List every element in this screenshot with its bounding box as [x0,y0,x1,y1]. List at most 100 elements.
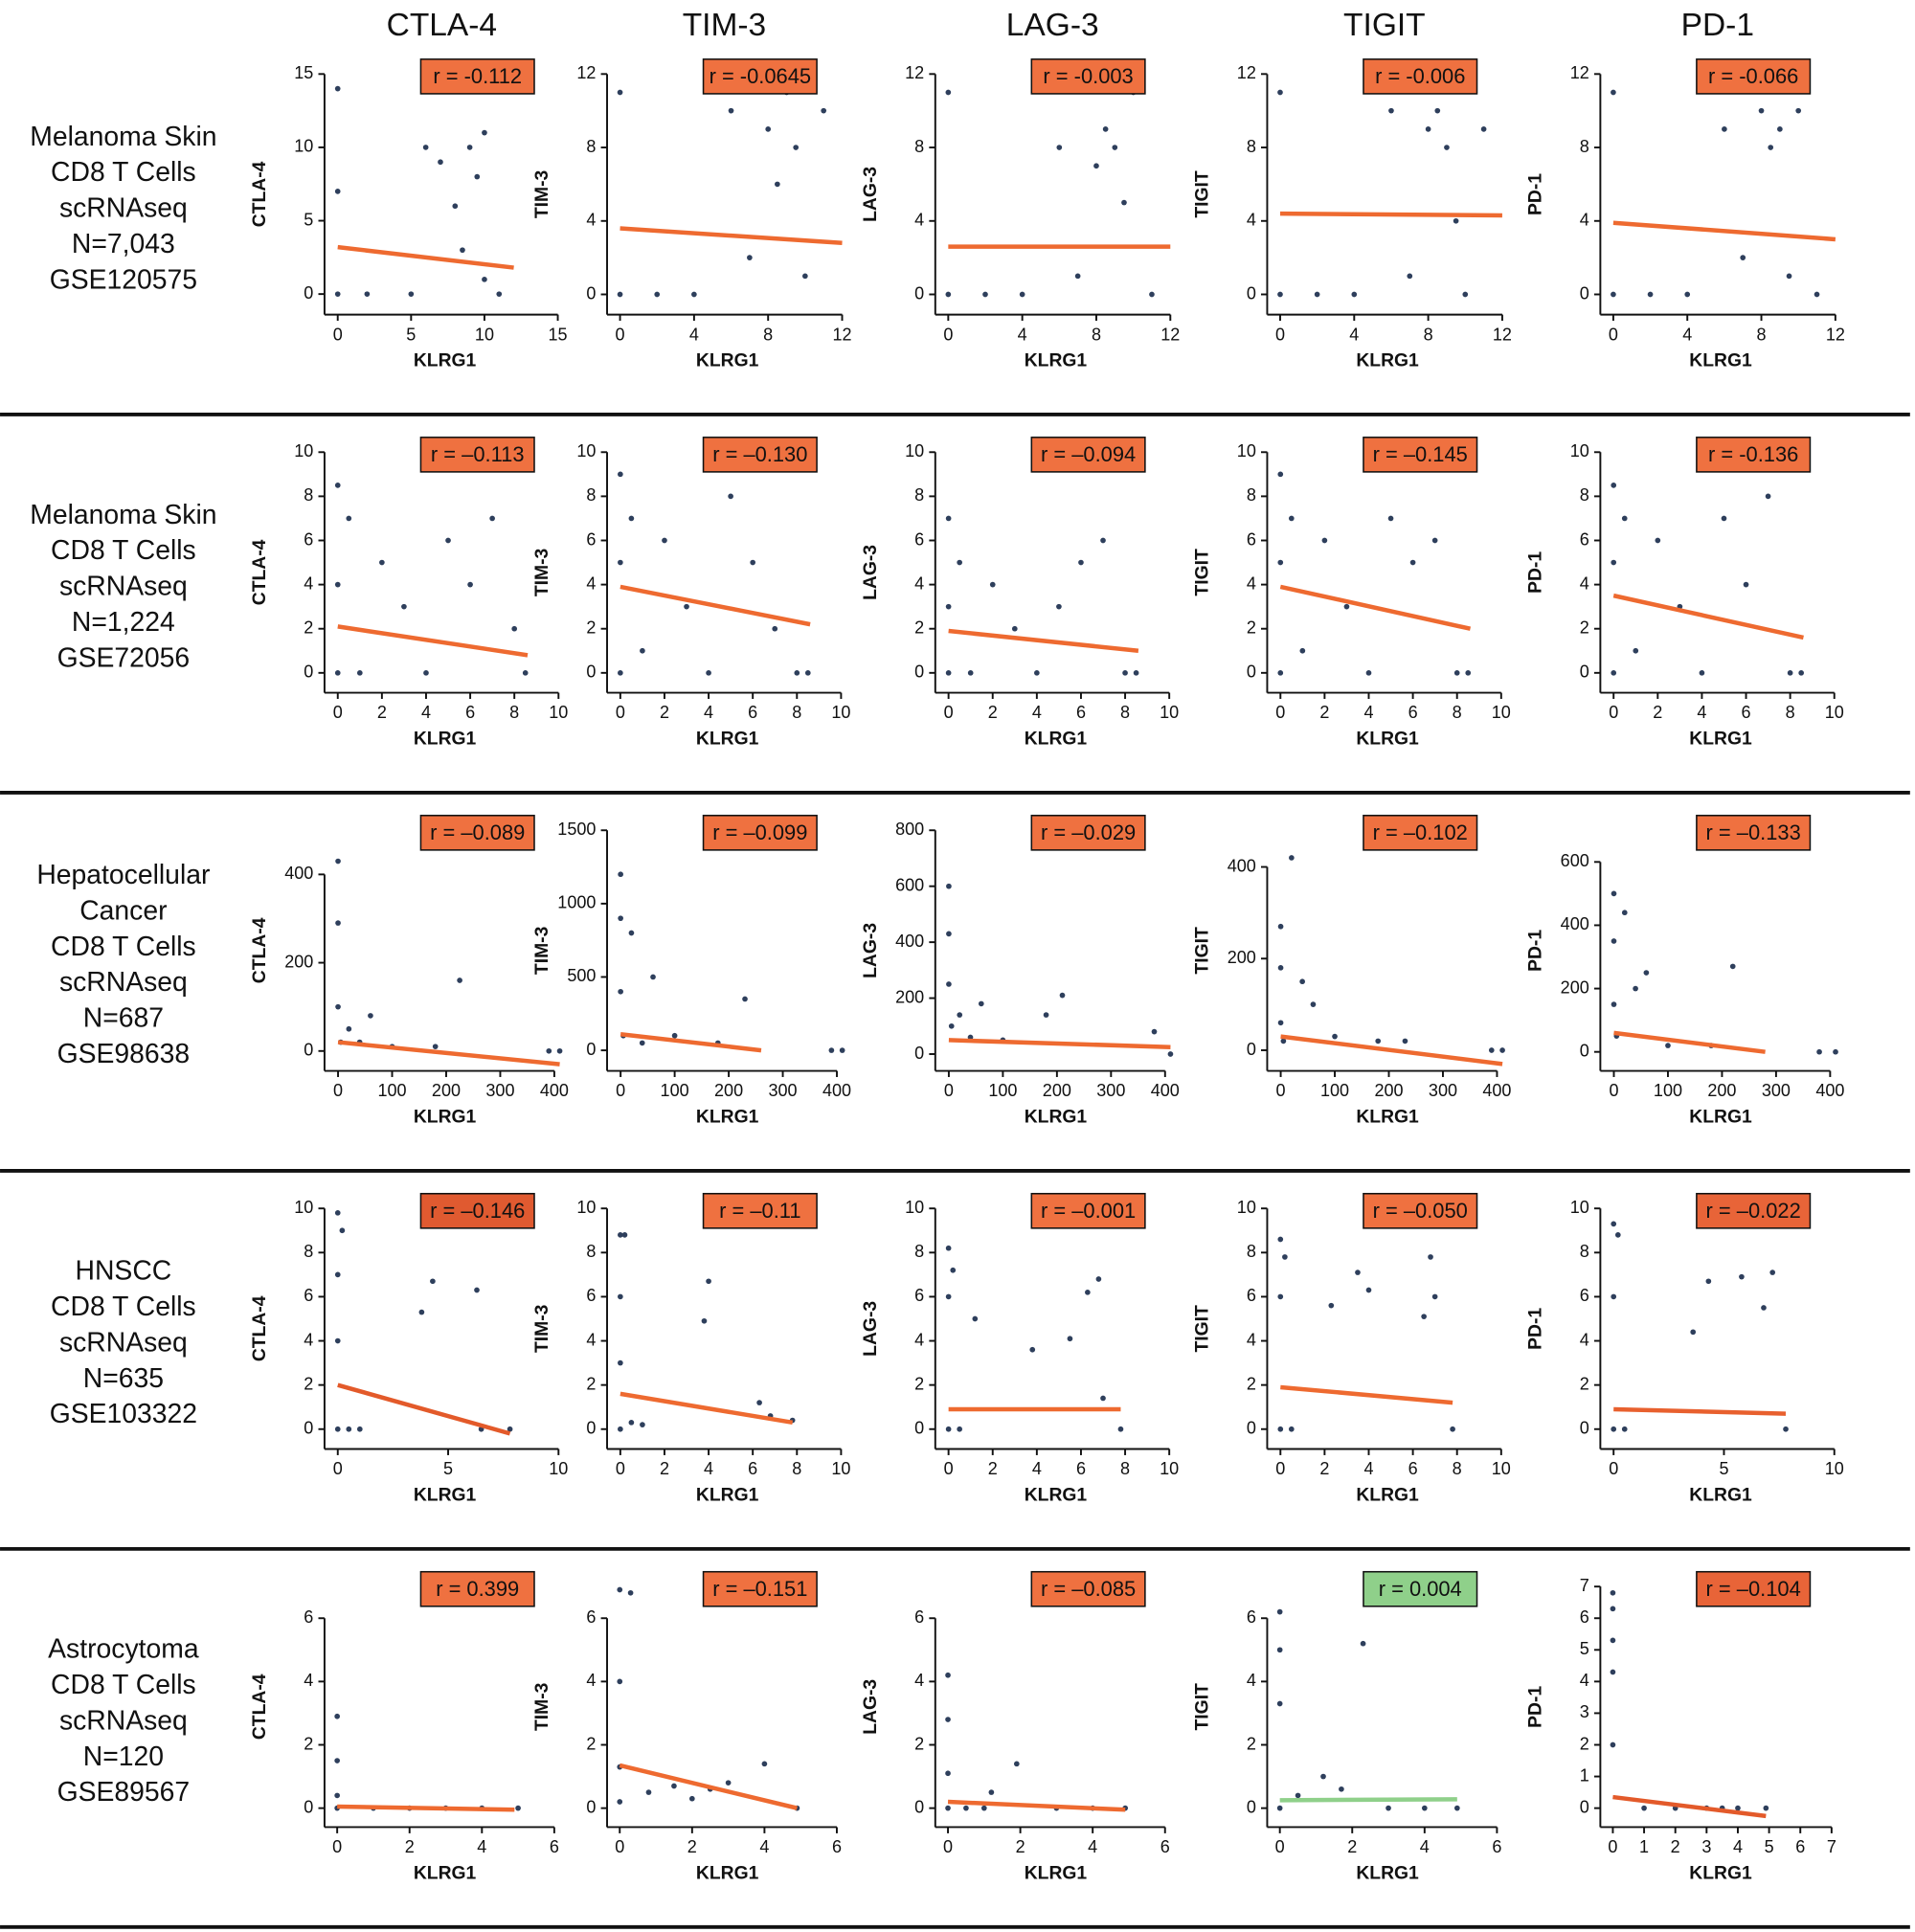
point [688,1795,695,1802]
row-label: Hepatocellular [36,860,210,890]
y-tick-label: 2 [1247,1374,1256,1393]
annotation: r = –0.029 [1041,820,1136,844]
point [640,647,645,654]
point [356,669,363,676]
y-tick-label: 1000 [557,893,596,912]
column-header: TIGIT [1343,8,1426,43]
annotation-box [1030,58,1146,95]
x-tick-label: 4 [1697,703,1706,722]
annotation-box [1030,1192,1146,1229]
x-tick-label: 300 [485,1081,514,1100]
y-axis-label: PD-1 [1525,173,1545,215]
y-tick-label: 10 [1237,441,1256,461]
panel: 0 2 4 6 0 2 4 6 KLRG1 LAG-3 r = –0.085 [861,1570,1170,1884]
annotation-box [702,437,818,473]
x-tick-label: 2 [405,1837,415,1856]
y-tick-label: 0 [1247,1419,1256,1438]
point [1621,910,1628,916]
row-label: Melanoma Skin [30,500,216,530]
fit-line [1613,1030,1766,1054]
point [1611,1001,1617,1007]
y-tick-label: 6 [586,1607,596,1627]
x-tick-label: 0 [944,1081,954,1100]
x-tick-label: 6 [1160,1837,1170,1856]
point [1425,126,1431,132]
point [1633,647,1639,654]
x-tick-label: 400 [822,1081,851,1100]
y-tick-label: 2 [586,618,596,637]
point [1078,559,1084,566]
row-label: N=1,224 [72,607,175,638]
y-tick-label: 8 [1247,137,1256,156]
point [346,515,352,522]
x-axis-label: KLRG1 [1356,730,1419,750]
fit-line [1279,211,1502,218]
y-tick-label: 4 [914,573,924,593]
point [645,1789,652,1795]
x-tick-label: 400 [1815,1081,1844,1100]
y-tick-label: 0 [914,1797,924,1816]
x-tick-label: 8 [1120,703,1130,722]
y-tick-label: 500 [567,966,596,985]
x-tick-label: 8 [763,325,773,344]
y-axis-label: TIM-3 [532,169,552,218]
x-tick-label: 8 [1092,325,1101,344]
point [334,291,341,297]
x-tick-label: 100 [1320,1081,1349,1100]
point [706,669,711,676]
y-tick-label: 6 [586,529,596,549]
annotation-box [419,1570,535,1607]
annotation: r = –0.094 [1041,442,1136,466]
panel: 0 2 4 6 8 10 0 2 4 6 8 10 KLRG1 LAG-3 r = –0.001 [861,1192,1179,1506]
x-tick-label: 7 [1827,1837,1836,1856]
point [945,291,952,298]
point [1277,89,1283,96]
point [967,669,974,676]
point [334,1792,340,1799]
panel: 0 500 1000 1500 0 100 200 300 400 KLRG1 TIM-3 r = –… [532,815,851,1128]
point [1795,107,1802,114]
y-tick-label: 2 [914,1374,924,1393]
x-tick-label: 6 [1408,1459,1418,1478]
y-tick-label: 0 [586,283,596,303]
annotation-box [1363,437,1478,473]
x-tick-label: 10 [1825,1459,1844,1478]
x-tick-label: 4 [704,703,713,722]
point [334,1337,341,1344]
point [1277,471,1284,478]
point [1122,669,1128,676]
x-tick-label: 0 [1609,1081,1618,1100]
y-tick-label: 0 [1580,1797,1589,1816]
x-axis-label: KLRG1 [1689,1486,1752,1506]
y-tick-label: 6 [1247,1286,1256,1305]
fit-line [337,244,514,270]
x-tick-label: 400 [1151,1081,1180,1100]
point [356,1426,363,1432]
annotation-box [1030,815,1146,851]
annotation: r = –0.11 [719,1199,800,1223]
point [1019,291,1025,298]
point [522,669,529,676]
x-tick-label: 4 [1349,325,1359,344]
fit-line [337,1382,511,1436]
x-tick-label: 4 [704,1459,713,1478]
y-axis-label: LAG-3 [861,545,881,600]
row-label: HNSCC [76,1256,172,1287]
x-axis-label: KLRG1 [696,1864,759,1884]
point [1611,890,1617,897]
point [957,1012,963,1018]
point [1786,273,1792,280]
point [1721,515,1727,522]
point [725,1780,732,1786]
y-axis-label: TIGIT [1193,170,1213,218]
x-tick-label: 2 [377,703,387,722]
panel: 0 1 2 3 4 5 6 7 0 1 2 3 4 5 6 7 KLRG1 PD-1 r = –0.104 [1525,1570,1836,1884]
point [628,515,635,522]
point [1112,145,1118,150]
point [507,1426,513,1432]
point [1310,1001,1317,1007]
point [1355,1269,1361,1275]
point [1133,669,1139,676]
fit-line [1613,1406,1787,1416]
y-tick-label: 8 [914,1242,924,1261]
